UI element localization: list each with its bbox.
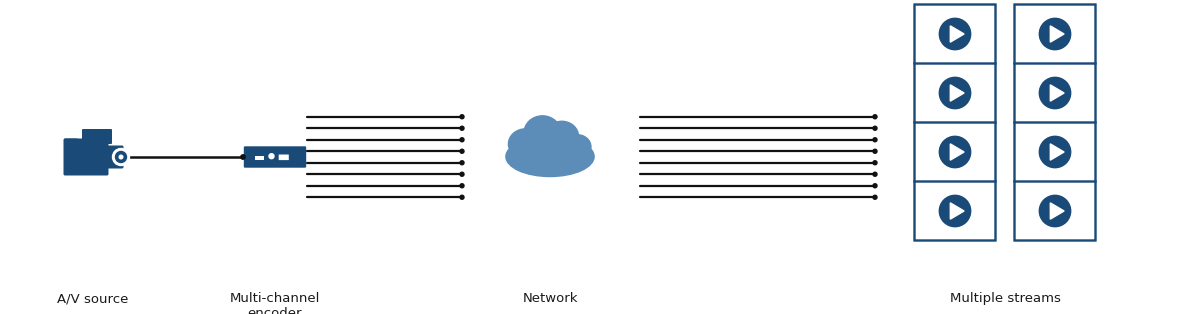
Polygon shape bbox=[1050, 85, 1064, 101]
Ellipse shape bbox=[509, 129, 542, 159]
Ellipse shape bbox=[545, 121, 578, 152]
Circle shape bbox=[874, 115, 877, 119]
Circle shape bbox=[940, 77, 971, 109]
Circle shape bbox=[460, 115, 464, 119]
Polygon shape bbox=[1050, 144, 1064, 160]
Circle shape bbox=[460, 138, 464, 142]
Polygon shape bbox=[950, 144, 964, 160]
Circle shape bbox=[940, 195, 971, 227]
Circle shape bbox=[874, 138, 877, 142]
Circle shape bbox=[1039, 18, 1070, 50]
Circle shape bbox=[874, 161, 877, 165]
FancyBboxPatch shape bbox=[913, 121, 997, 183]
FancyBboxPatch shape bbox=[1013, 62, 1097, 124]
FancyBboxPatch shape bbox=[1013, 3, 1097, 65]
FancyBboxPatch shape bbox=[916, 183, 995, 239]
Circle shape bbox=[241, 155, 245, 159]
FancyBboxPatch shape bbox=[104, 145, 124, 169]
Text: Multi-channel
encoder: Multi-channel encoder bbox=[230, 292, 320, 314]
Circle shape bbox=[1039, 77, 1070, 109]
Circle shape bbox=[119, 155, 122, 159]
Circle shape bbox=[874, 126, 877, 130]
Text: Network: Network bbox=[522, 292, 577, 305]
Circle shape bbox=[940, 18, 971, 50]
Polygon shape bbox=[950, 26, 964, 42]
Circle shape bbox=[269, 154, 274, 159]
FancyBboxPatch shape bbox=[1013, 180, 1097, 242]
FancyBboxPatch shape bbox=[244, 146, 306, 168]
FancyBboxPatch shape bbox=[913, 180, 997, 242]
Circle shape bbox=[1039, 136, 1070, 168]
Polygon shape bbox=[1050, 26, 1064, 42]
Circle shape bbox=[940, 136, 971, 168]
FancyBboxPatch shape bbox=[913, 3, 997, 65]
Circle shape bbox=[115, 151, 126, 163]
Circle shape bbox=[460, 126, 464, 130]
FancyBboxPatch shape bbox=[916, 124, 995, 180]
Circle shape bbox=[460, 184, 464, 188]
Text: A/V source: A/V source bbox=[58, 292, 128, 305]
Ellipse shape bbox=[506, 137, 594, 176]
Polygon shape bbox=[950, 85, 964, 101]
FancyBboxPatch shape bbox=[82, 129, 112, 144]
Polygon shape bbox=[1050, 203, 1064, 219]
FancyBboxPatch shape bbox=[916, 65, 995, 121]
FancyBboxPatch shape bbox=[254, 156, 264, 160]
Circle shape bbox=[874, 149, 877, 153]
Circle shape bbox=[460, 195, 464, 199]
Ellipse shape bbox=[564, 135, 590, 159]
Circle shape bbox=[460, 149, 464, 153]
Circle shape bbox=[460, 161, 464, 165]
Circle shape bbox=[874, 184, 877, 188]
FancyBboxPatch shape bbox=[65, 138, 78, 153]
FancyBboxPatch shape bbox=[1015, 183, 1094, 239]
FancyBboxPatch shape bbox=[1015, 6, 1094, 62]
Circle shape bbox=[460, 172, 464, 176]
FancyBboxPatch shape bbox=[278, 154, 289, 160]
Text: Multiple streams: Multiple streams bbox=[949, 292, 1061, 305]
FancyBboxPatch shape bbox=[64, 138, 108, 176]
Circle shape bbox=[1039, 195, 1070, 227]
FancyBboxPatch shape bbox=[916, 6, 995, 62]
FancyBboxPatch shape bbox=[1015, 124, 1094, 180]
Ellipse shape bbox=[524, 116, 560, 150]
FancyBboxPatch shape bbox=[1013, 121, 1097, 183]
Circle shape bbox=[874, 172, 877, 176]
Circle shape bbox=[113, 149, 130, 165]
FancyBboxPatch shape bbox=[1015, 65, 1094, 121]
Polygon shape bbox=[950, 203, 964, 219]
Circle shape bbox=[874, 195, 877, 199]
FancyBboxPatch shape bbox=[913, 62, 997, 124]
